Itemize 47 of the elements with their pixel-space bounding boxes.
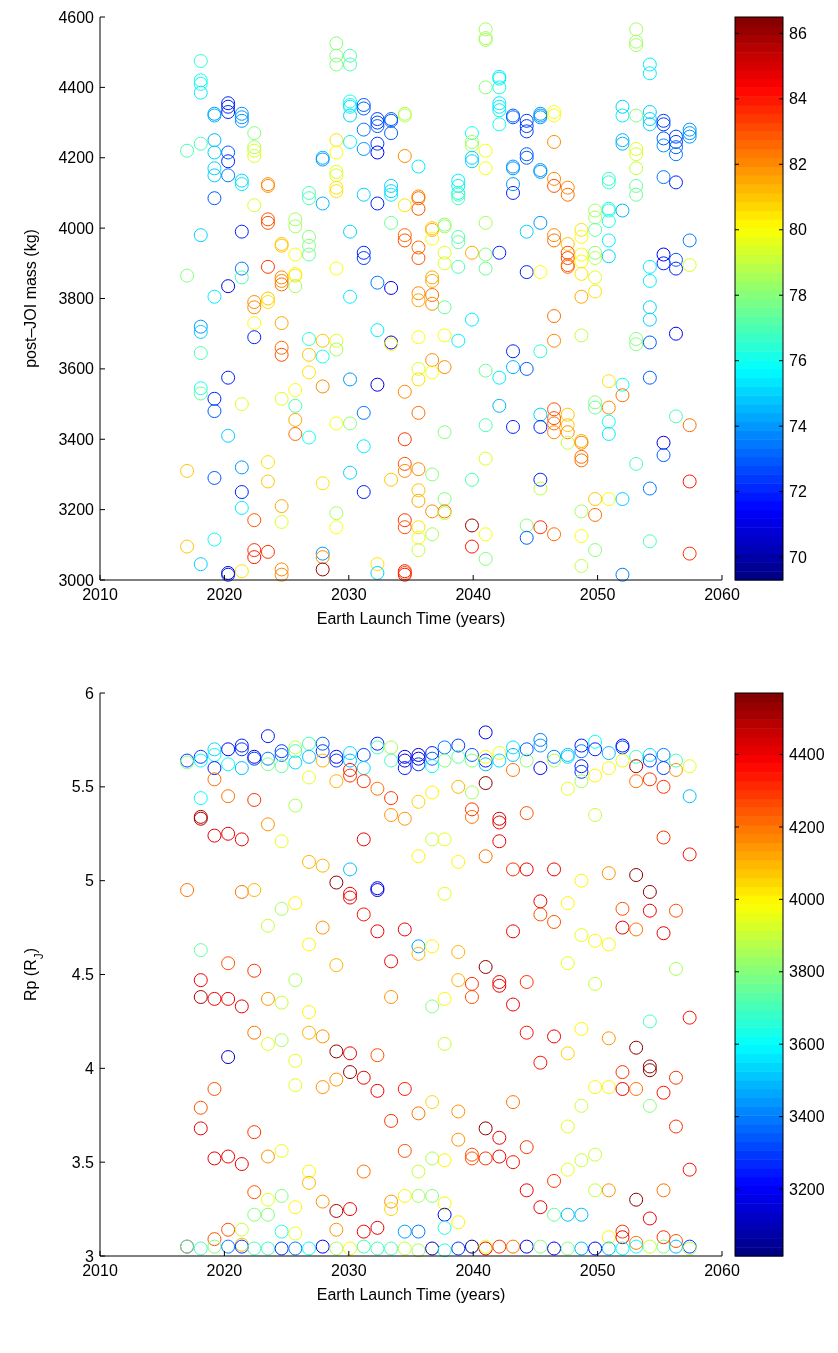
y-tick-label: 3800	[58, 290, 95, 308]
color-bar-label: 3200	[789, 1180, 825, 1198]
y-tick-label: 4.5	[71, 966, 95, 984]
y-tick-label: 3.5	[71, 1153, 95, 1171]
x-tick-label: 2030	[331, 586, 367, 603]
color-bar-label: 86	[789, 24, 807, 42]
color-bar-label: 84	[789, 90, 807, 108]
y-tick-label: 5	[85, 872, 95, 890]
x-tick-label: 2020	[206, 586, 243, 603]
color-bar-label: 70	[789, 548, 807, 566]
color-bar-label: 3400	[789, 1108, 825, 1126]
x-tick-label: 2020	[206, 1262, 243, 1279]
color-bar-label: 82	[789, 155, 807, 173]
x-tick-label: 2050	[579, 586, 616, 603]
y-tick-label: 3	[85, 1247, 95, 1265]
x-tick-label: 2040	[455, 586, 492, 603]
y-tick-label: 4	[85, 1059, 95, 1077]
y-tick-label: 3600	[58, 360, 95, 378]
y-tick-label: 4600	[58, 8, 95, 26]
x-tick-label: 2050	[579, 1262, 616, 1279]
x-tick-label: 2030	[331, 1262, 367, 1279]
color-bar-label: 78	[789, 286, 807, 304]
y-tick-label: 6	[85, 684, 95, 702]
x-axis-title: Earth Launch Time (years)	[316, 1286, 506, 1303]
y-tick-label: 3000	[58, 571, 95, 589]
x-tick-label: 2060	[704, 586, 740, 603]
x-tick-label: 2040	[455, 1262, 492, 1279]
y-tick-label: 4200	[58, 149, 95, 167]
color-bar-label: 4400	[789, 746, 825, 764]
color-bar-label: 3600	[789, 1035, 825, 1053]
y-tick-label: 5.5	[71, 778, 95, 796]
color-bar-label: 80	[789, 221, 807, 239]
color-bar-label: 74	[789, 417, 807, 435]
y-tick-label: 4000	[58, 219, 95, 237]
x-tick-label: 2010	[82, 1262, 118, 1279]
x-tick-label: 2060	[704, 1262, 740, 1279]
x-tick-label: 2010	[82, 586, 118, 603]
y-tick-label: 4400	[58, 78, 95, 96]
color-bar-label: 4000	[789, 890, 825, 908]
y-tick-label: 3400	[58, 430, 95, 448]
color-bar-label: 4200	[789, 818, 825, 836]
color-bar-label: 72	[789, 483, 807, 501]
color-bar-label: 3800	[789, 963, 825, 981]
y-tick-label: 3200	[58, 501, 95, 519]
color-bar-label: 76	[789, 352, 807, 370]
x-axis-title: Earth Launch Time (years)	[316, 610, 506, 627]
y-axis-title: post–JOI mass (kg)	[22, 229, 39, 368]
